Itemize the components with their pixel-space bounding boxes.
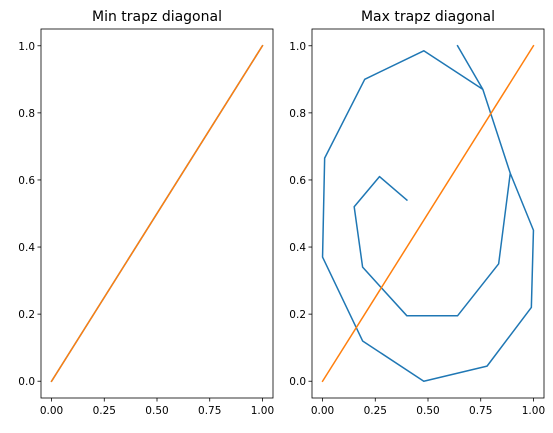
y-tick-label: 0.2 — [18, 309, 35, 321]
subplot-2: Max trapz diagonal 0.00 0.25 0.50 0.75 1.00 0.… — [289, 9, 545, 417]
y-tick-label: 0.0 — [18, 376, 35, 388]
x-tick-label: 0.75 — [198, 405, 221, 417]
subplot-1: Min trapz diagonal 0.00 0.25 0.50 0.75 1.00 0.… — [18, 9, 274, 417]
series-line-2 — [50, 44, 264, 383]
x-tick-label: 1.00 — [522, 405, 545, 417]
y-tick-label: 0.8 — [18, 108, 35, 120]
y-tick-label: 0.6 — [18, 175, 35, 187]
y-tick-label: 0.6 — [289, 175, 306, 187]
x-tick-label: 0.00 — [40, 405, 63, 417]
x-tick-label: 0.25 — [364, 405, 387, 417]
chart-title: Max trapz diagonal — [361, 9, 495, 25]
x-tick-label: 0.50 — [416, 405, 439, 417]
y-tick-label: 0.0 — [289, 376, 306, 388]
x-tick-label: 0.25 — [93, 405, 116, 417]
x-tick-label: 0.75 — [469, 405, 492, 417]
x-tick-label: 0.00 — [311, 405, 334, 417]
series-line-3 — [321, 44, 535, 383]
y-tick-label: 0.8 — [289, 108, 306, 120]
series-line-1 — [321, 44, 535, 382]
y-tick-label: 0.2 — [289, 309, 306, 321]
x-tick-label: 0.50 — [145, 405, 168, 417]
y-tick-label: 0.4 — [289, 242, 306, 254]
chart-title: Min trapz diagonal — [92, 9, 222, 25]
y-tick-label: 1.0 — [289, 41, 306, 53]
x-tick-label: 1.00 — [251, 405, 274, 417]
y-tick-label: 1.0 — [18, 41, 35, 53]
y-tick-label: 0.4 — [18, 242, 35, 254]
